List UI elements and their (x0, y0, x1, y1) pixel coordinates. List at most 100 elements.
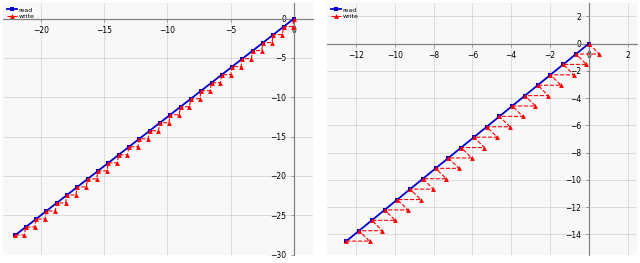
read (12, 234, 19, 237)
read (94, 169, 102, 173)
read (259, 41, 267, 44)
write (445, 156, 452, 160)
write (259, 41, 267, 44)
write (582, 63, 590, 66)
read (22, 225, 29, 229)
Line: read: read (344, 42, 591, 243)
write (493, 136, 501, 139)
read (495, 115, 503, 118)
write (417, 198, 424, 201)
write (519, 115, 527, 118)
write (521, 94, 529, 97)
read (207, 81, 215, 84)
read (84, 177, 92, 180)
read (381, 208, 388, 211)
read (218, 73, 226, 76)
read (42, 209, 50, 213)
write (378, 229, 386, 232)
write (481, 146, 488, 149)
write (547, 73, 554, 76)
write (391, 219, 399, 222)
read (239, 57, 246, 60)
write (468, 156, 476, 160)
read (458, 146, 465, 149)
write (570, 73, 577, 76)
read (156, 121, 164, 124)
read (74, 185, 81, 189)
write (404, 208, 412, 211)
write (429, 188, 437, 191)
write (63, 193, 71, 196)
write (406, 188, 414, 191)
read (368, 219, 376, 222)
write (42, 209, 50, 213)
write (470, 136, 477, 139)
read (53, 201, 61, 205)
read (559, 63, 567, 66)
read (136, 137, 143, 140)
read (166, 113, 174, 116)
write (394, 198, 401, 201)
write (289, 25, 296, 28)
read (547, 73, 554, 76)
read (32, 218, 40, 221)
read (572, 52, 580, 55)
read (249, 49, 257, 52)
write (12, 234, 19, 237)
write (355, 229, 363, 232)
read (280, 25, 287, 28)
write (508, 104, 516, 108)
write (432, 167, 440, 170)
write (366, 240, 374, 243)
read (63, 193, 71, 196)
Legend: read, write: read, write (330, 6, 360, 21)
read (115, 153, 122, 156)
write (455, 167, 463, 170)
write (495, 115, 503, 118)
read (419, 177, 427, 180)
Legend: read, write: read, write (6, 6, 36, 21)
write (115, 153, 122, 156)
write (506, 125, 514, 128)
read (521, 94, 529, 97)
read (269, 33, 277, 36)
write (595, 52, 603, 55)
read (432, 167, 440, 170)
write (572, 52, 580, 55)
read (290, 17, 298, 20)
Line: write: write (344, 41, 602, 244)
read (394, 198, 401, 201)
write (458, 146, 465, 149)
write (419, 177, 427, 180)
write (534, 84, 541, 87)
write (585, 42, 593, 45)
write (442, 177, 450, 180)
read (104, 161, 112, 164)
read (445, 156, 452, 160)
write (532, 104, 540, 108)
read (197, 89, 205, 92)
read (187, 97, 195, 100)
read (125, 145, 132, 148)
write (381, 208, 388, 211)
write (368, 219, 376, 222)
read (355, 229, 363, 232)
read (534, 84, 541, 87)
read (228, 65, 236, 68)
write (545, 94, 552, 97)
write (483, 125, 490, 128)
read (585, 42, 593, 45)
Line: read: read (13, 17, 296, 237)
Line: write: write (13, 16, 296, 237)
read (406, 188, 414, 191)
read (146, 129, 154, 132)
write (83, 185, 90, 189)
read (508, 104, 516, 108)
write (559, 63, 567, 66)
read (483, 125, 490, 128)
write (290, 17, 298, 20)
read (177, 105, 184, 108)
write (342, 240, 350, 243)
write (557, 84, 565, 87)
read (342, 240, 350, 243)
